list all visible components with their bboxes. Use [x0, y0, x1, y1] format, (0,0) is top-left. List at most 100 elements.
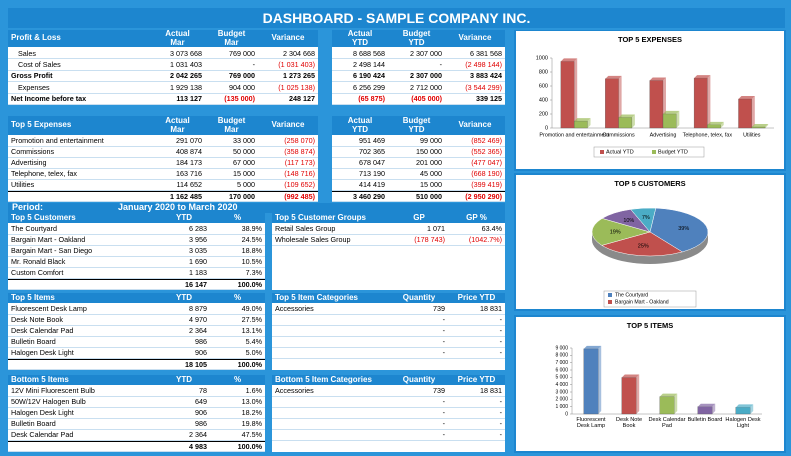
table-value: 15 000 [388, 180, 445, 191]
table-row-label: Bulletin Board [8, 337, 158, 348]
table-row-label: Desk Calendar Pad [8, 326, 158, 337]
table-header: Quantity [390, 293, 448, 304]
table-value: 163 716 [150, 169, 205, 180]
table-value: 951 469 [332, 136, 388, 147]
table-value: 170 000 [205, 191, 258, 202]
table-header: Budget Mar [205, 116, 258, 136]
table-value: 45 000 [388, 169, 445, 180]
table-value: 184 173 [150, 158, 205, 169]
table-value: - [205, 59, 258, 71]
table-value: 678 047 [332, 158, 388, 169]
table-value: 339 125 [445, 93, 505, 105]
x-tick-label: Telephone, telex, fax [683, 132, 733, 138]
bar-top [583, 345, 602, 349]
table-value: (135 000) [205, 93, 258, 105]
table-value: 3 956 [158, 235, 210, 246]
table-row-label [272, 430, 390, 441]
table-row-label [272, 315, 390, 326]
table-header: YTD [158, 293, 210, 304]
pie-slice [649, 207, 709, 253]
table-value: 739 [390, 304, 448, 315]
bar-side [712, 403, 716, 414]
table-value: 18 105 [158, 359, 210, 370]
y-tick-label: 2 000 [555, 397, 568, 403]
table-value: - [390, 326, 448, 337]
table-header: GP % [448, 213, 505, 224]
table-header: % [210, 213, 265, 224]
table-value: 769 000 [205, 48, 258, 60]
table-value: (399 419) [445, 180, 505, 191]
table-header: % [210, 293, 265, 304]
bar-top [659, 393, 678, 397]
period-label: Period: [12, 202, 44, 212]
legend-swatch [652, 150, 656, 154]
legend-label: Actual YTD [606, 149, 634, 155]
table-value: 1 273 265 [258, 70, 318, 83]
legend-box [593, 146, 705, 158]
table-value: (109 652) [258, 180, 318, 191]
table-value: 18.8% [210, 246, 265, 257]
table-value: 248 127 [258, 93, 318, 105]
table-value: (992 485) [258, 191, 318, 202]
y-tick-label: 400 [539, 97, 548, 103]
table-header: Quantity [390, 375, 448, 386]
table-value: 2 364 [158, 326, 210, 337]
table-value: (552 365) [445, 147, 505, 158]
legend-label: The Courtyard [615, 292, 648, 298]
title-bar: DASHBOARD - SAMPLE COMPANY INC. [8, 8, 785, 28]
table-value: 3 883 424 [445, 70, 505, 83]
table-header: Actual Mar [150, 116, 205, 136]
period-value: January 2020 to March 2020 [118, 202, 238, 212]
table-header: Bottom 5 Items [8, 375, 158, 386]
table-value: 100.0% [210, 359, 265, 370]
bar-top [735, 404, 754, 408]
table-value: 6 283 [158, 224, 210, 235]
table-row-label: Bulletin Board [8, 419, 158, 430]
table-value: 78 [158, 386, 210, 397]
table-value: 1 183 [158, 268, 210, 279]
table-value: 100.0% [210, 279, 265, 290]
table-row-label: Promotion and entertainment [8, 136, 150, 147]
table-header: Price YTD [448, 375, 505, 386]
table-header: Actual Mar [150, 29, 205, 48]
table-value: (258 070) [258, 136, 318, 147]
table-value: 8 879 [158, 304, 210, 315]
y-tick-label: 9 000 [555, 345, 568, 351]
slice-label: 39% [678, 226, 689, 232]
table-row-label: 12V Mini Fluorescent Bulb [8, 386, 158, 397]
bar-side [587, 118, 591, 128]
chart-title: TOP 5 ITEMS [627, 321, 673, 330]
bar-side [618, 75, 622, 128]
table-value: - [448, 315, 505, 326]
table-header: YTD [158, 213, 210, 224]
table-header: Top 5 Customer Groups [272, 213, 390, 224]
table-value: 1 071 [390, 224, 448, 235]
table-value: 2 307 000 [388, 48, 445, 60]
table-row-label: The Courtyard [8, 224, 158, 235]
bar [649, 80, 664, 129]
pie-slice [591, 218, 651, 246]
table-value: - [390, 419, 448, 430]
bar [605, 78, 619, 129]
pie-slice [601, 231, 683, 257]
table-row-label: Desk Calendar Pad [8, 430, 158, 441]
table-value: (358 874) [258, 147, 318, 158]
table-value: 3 035 [158, 246, 210, 257]
table-value: (405 000) [388, 93, 445, 105]
table-header: Variance [445, 30, 505, 48]
table-row-label: Accessories [272, 304, 390, 315]
table-row-label: Bargain Mart - Oakland [8, 235, 158, 246]
table-value: 510 000 [388, 191, 445, 202]
bar-side [636, 374, 640, 414]
legend-swatch [608, 300, 612, 304]
table-header: Top 5 Item Categories [272, 293, 390, 304]
table-header: Actual YTD [332, 116, 388, 136]
chart-panel [514, 315, 786, 453]
table-value: 3 073 668 [150, 48, 205, 60]
x-tick-label: Bulletin Board [687, 417, 723, 423]
bar-top [574, 118, 591, 122]
table-header: Budget YTD [388, 29, 445, 48]
y-tick-label: 7 000 [555, 360, 568, 366]
bar-side [750, 404, 754, 414]
table-value: - [388, 59, 445, 71]
